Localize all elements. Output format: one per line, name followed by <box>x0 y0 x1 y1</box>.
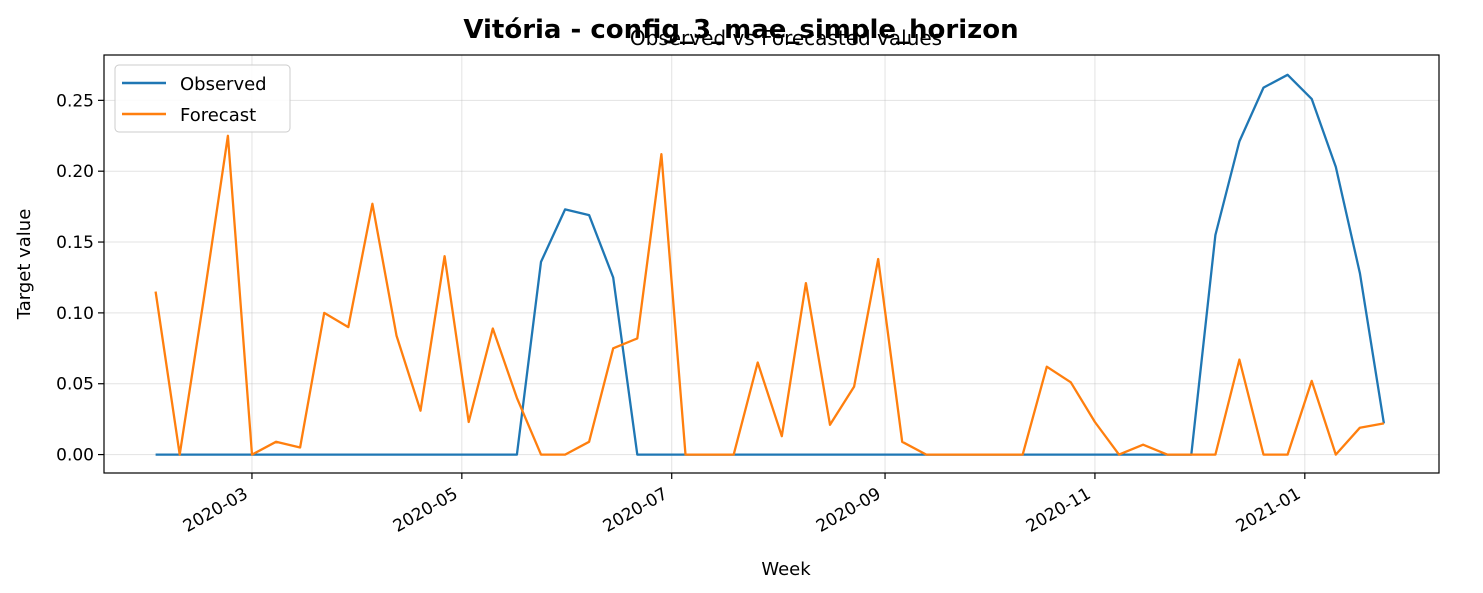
y-tick-label: 0.10 <box>56 304 94 324</box>
y-tick-label: 0.20 <box>56 162 94 182</box>
plot-frame <box>103 54 1440 474</box>
y-tick-label: 0.05 <box>56 375 94 395</box>
y-tick-label: 0.25 <box>56 91 94 111</box>
grid-layer <box>104 55 1439 473</box>
x-tick-label: 2020-09 <box>813 484 885 537</box>
y-axis: 0.00 0.05 0.10 0.15 0.20 0.25 <box>56 91 104 466</box>
legend: Observed Forecast <box>114 64 291 133</box>
chart-title: Observed vs Forecasted values <box>630 26 942 50</box>
x-tick-label: 2020-05 <box>390 484 462 537</box>
legend-label-forecast: Forecast <box>180 105 256 126</box>
y-tick-label: 0.00 <box>56 446 94 466</box>
x-tick-label: 2021-01 <box>1233 484 1305 537</box>
x-axis: 2020-03 2020-05 2020-07 2020-09 2020-11 2021-… <box>180 473 1306 537</box>
figure-suptitle: Vitória - config_3_mae_simple_horizon <box>463 15 1018 45</box>
y-axis-label: Target value <box>14 209 35 321</box>
x-tick-label: 2020-11 <box>1023 484 1095 537</box>
series-layer <box>154 73 1386 456</box>
legend-label-observed: Observed <box>180 74 267 95</box>
x-tick-label: 2020-07 <box>600 484 672 537</box>
y-tick-label: 0.15 <box>56 233 94 253</box>
x-axis-label: Week <box>761 559 811 580</box>
series-line-forecast <box>154 134 1385 456</box>
x-tick-label: 2020-03 <box>180 484 252 537</box>
